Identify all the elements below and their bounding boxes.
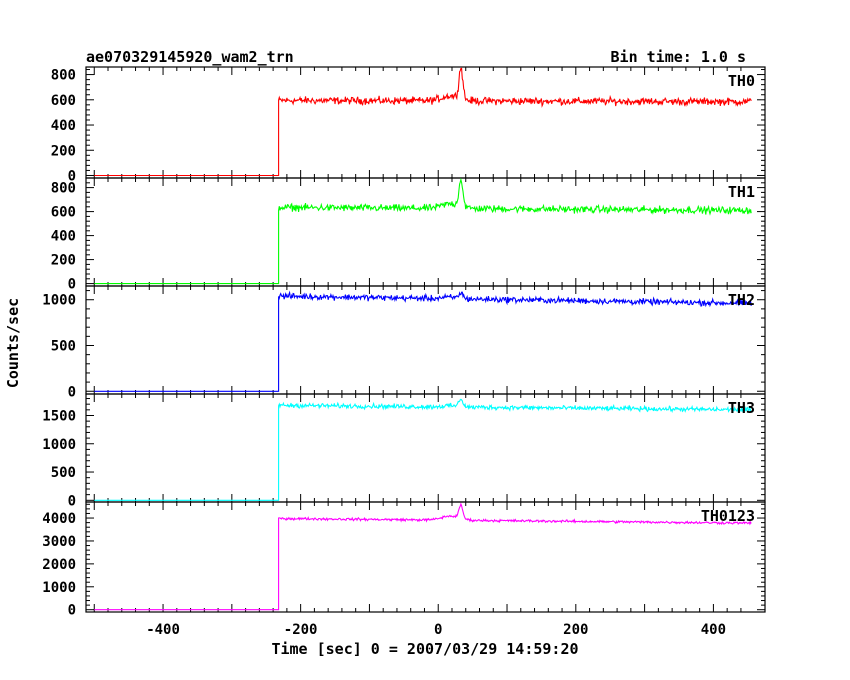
panel-th0123: 0 1000 2000 3000 4000 TH0123	[42, 501, 766, 619]
y-tick-label: 1000	[42, 437, 76, 453]
y-tick-label: 600	[51, 205, 76, 221]
x-tick-label: -200	[284, 622, 318, 638]
y-tick-label: 400	[51, 118, 76, 134]
panel-label-th0123: TH0123	[701, 507, 755, 525]
y-tick-label: 800	[51, 68, 76, 84]
panel-frame	[85, 66, 766, 179]
panel-label-th2: TH2	[728, 291, 755, 309]
panel-th3: 0 500 1000 1500 TH3	[42, 393, 766, 509]
y-tick-label: 0	[68, 493, 76, 509]
y-tick-label: 1000	[42, 580, 76, 596]
x-tick-label: 200	[563, 622, 588, 638]
x-tick-label: 400	[701, 622, 726, 638]
panel-th2: 0 500 1000 TH2	[42, 285, 766, 400]
y-tick-label: 0	[68, 168, 76, 184]
plot-title: ae070329145920_wam2_trn	[86, 48, 294, 66]
panel-frame	[85, 177, 766, 287]
y-axis-label: Counts/sec	[4, 298, 22, 388]
series-line-th1	[94, 177, 752, 285]
panel-frame	[85, 501, 766, 613]
panel-th0: 0 200 400 600 800 TH0	[51, 66, 766, 184]
panel-frame	[85, 393, 766, 503]
panel-label-th0: TH0	[728, 72, 755, 90]
x-tick-label: 0	[434, 622, 442, 638]
y-tick-label: 400	[51, 229, 76, 245]
y-tick-label: 500	[51, 338, 76, 354]
series-line-th0	[94, 67, 752, 177]
y-tick-label: 800	[51, 181, 76, 197]
y-tick-label: 2000	[42, 557, 76, 573]
series-line-th0123	[94, 502, 752, 611]
y-tick-label: 600	[51, 93, 76, 109]
bin-time-label: Bin time: 1.0 s	[611, 48, 746, 66]
x-axis-label: Time [sec] 0 = 2007/03/29 14:59:20	[271, 640, 578, 658]
series-line-th2	[94, 290, 752, 392]
y-tick-label: 1500	[42, 408, 76, 424]
panel-label-th3: TH3	[728, 399, 755, 417]
series-line-th3	[94, 398, 752, 501]
y-tick-label: 0	[68, 277, 76, 293]
y-tick-label: 0	[68, 603, 76, 619]
panels: 0 200 400 600 800 TH0 0 200 400 600 800 TH1 0 500 1000…	[42, 66, 766, 638]
y-tick-label: 3000	[42, 534, 76, 550]
panel-label-th1: TH1	[728, 183, 755, 201]
y-tick-label: 4000	[42, 511, 76, 527]
y-tick-label: 200	[51, 143, 76, 159]
y-tick-label: 500	[51, 465, 76, 481]
panel-th1: 0 200 400 600 800 TH1	[51, 177, 766, 293]
y-tick-label: 200	[51, 253, 76, 269]
y-tick-label: 0	[68, 384, 76, 400]
x-tick-label: -400	[146, 622, 180, 638]
y-tick-label: 1000	[42, 293, 76, 309]
